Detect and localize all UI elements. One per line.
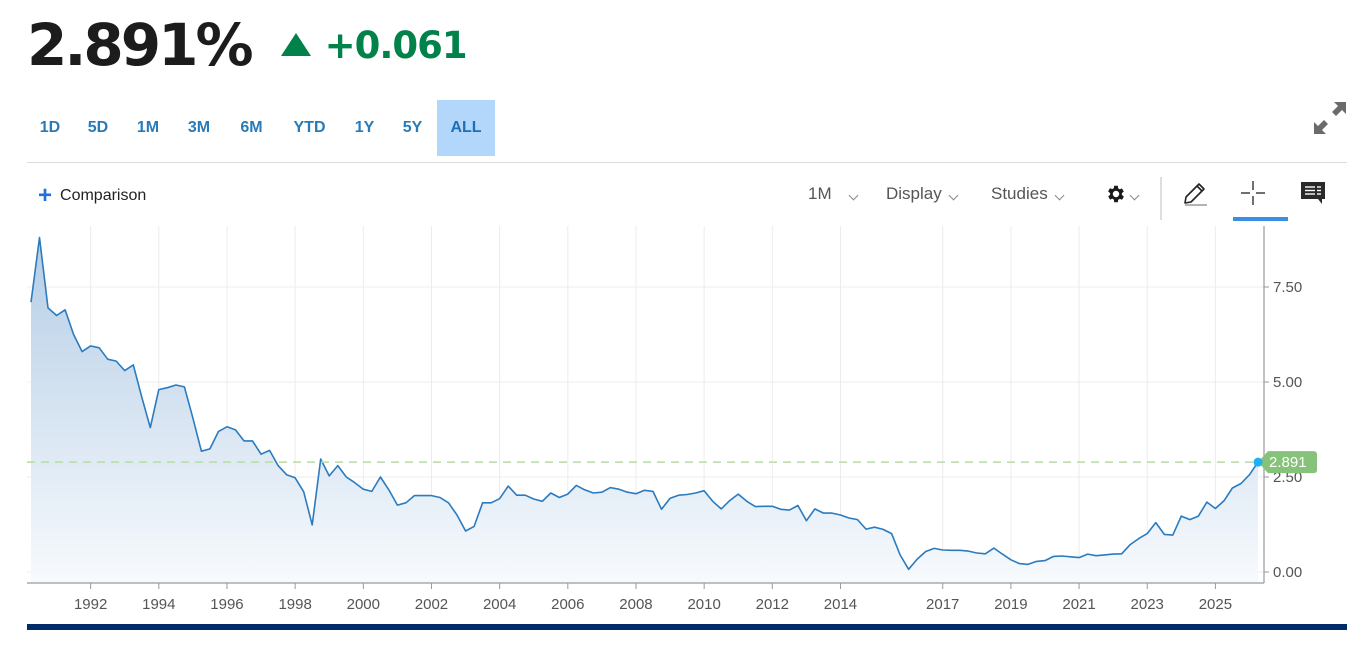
crosshair-tool-button[interactable] xyxy=(1240,180,1266,211)
comment-icon xyxy=(1301,182,1325,204)
range-5d[interactable]: 5D xyxy=(87,119,109,136)
x-tick-label: 2023 xyxy=(1131,596,1164,613)
x-tick-label: 2025 xyxy=(1199,596,1232,613)
header-divider xyxy=(27,162,1347,163)
x-tick-label: 2008 xyxy=(619,596,652,613)
current-yield: 2.891% xyxy=(27,11,254,79)
x-tick-label: 2002 xyxy=(415,596,448,613)
expand-icon[interactable] xyxy=(1312,100,1348,136)
interval-dropdown[interactable]: 1M xyxy=(808,184,859,204)
range-selector: 1D 5D 1M 3M 6M YTD 1Y 5Y ALL xyxy=(27,100,495,156)
range-1y[interactable]: 1Y xyxy=(354,119,375,136)
chart-axes: 0.00 2.50 5.00 7.50 1992 1994 1996 1998 2000 2002… xyxy=(27,226,1302,613)
x-tick-label: 1998 xyxy=(278,596,311,613)
x-tick-label: 1994 xyxy=(142,596,175,613)
plus-icon: + xyxy=(38,182,53,209)
x-tick-label: 2010 xyxy=(687,596,720,613)
x-tick-label: 2006 xyxy=(551,596,584,613)
change-group: +0.061 xyxy=(280,23,468,67)
studies-label: Studies xyxy=(991,184,1048,203)
x-tick-label: 2021 xyxy=(1062,596,1095,613)
last-value-marker: 2.891 xyxy=(1253,451,1317,474)
x-tick-label: 2017 xyxy=(926,596,959,613)
comparison-label: Comparison xyxy=(60,187,147,204)
area-fill xyxy=(31,237,1258,583)
active-tool-indicator xyxy=(1233,217,1288,221)
x-tick-label: 2000 xyxy=(347,596,380,613)
x-tick-label: 2014 xyxy=(824,596,857,613)
y-tick-label: 5.00 xyxy=(1273,374,1302,391)
range-5y[interactable]: 5Y xyxy=(402,119,423,136)
price-line xyxy=(30,236,1259,571)
range-ytd[interactable]: YTD xyxy=(293,119,326,136)
change-value: +0.061 xyxy=(324,23,468,67)
y-tick-label: 2.50 xyxy=(1273,469,1302,486)
x-tick-label: 2004 xyxy=(483,596,516,613)
bottom-bar xyxy=(27,624,1347,630)
display-dropdown[interactable]: Display xyxy=(886,184,959,204)
comments-button[interactable] xyxy=(1300,181,1326,210)
pencil-icon xyxy=(1184,183,1207,206)
range-3m[interactable]: 3M xyxy=(187,119,211,136)
y-tick-label: 0.00 xyxy=(1273,564,1302,581)
draw-tool-button[interactable] xyxy=(1181,179,1209,212)
up-arrow-icon xyxy=(280,32,311,56)
toolbar-separator xyxy=(1160,177,1162,220)
x-tick-label: 2019 xyxy=(994,596,1027,613)
y-tick-label: 7.50 xyxy=(1273,279,1302,296)
range-all[interactable]: ALL xyxy=(437,100,495,156)
x-tick-label: 1992 xyxy=(74,596,107,613)
display-label: Display xyxy=(886,184,942,203)
last-value-label: 2.891 xyxy=(1269,454,1307,471)
interval-label: 1M xyxy=(808,184,832,203)
x-tick-label: 1996 xyxy=(210,596,243,613)
x-tick-label: 2012 xyxy=(756,596,789,613)
crosshair-icon xyxy=(1241,181,1265,205)
range-1d[interactable]: 1D xyxy=(39,119,61,136)
settings-dropdown[interactable] xyxy=(1105,183,1140,205)
studies-dropdown[interactable]: Studies xyxy=(991,184,1065,204)
range-6m[interactable]: 6M xyxy=(240,119,263,136)
gear-icon xyxy=(1108,185,1124,203)
range-1m[interactable]: 1M xyxy=(136,119,160,136)
quote-header: 2.891% +0.061 xyxy=(27,10,468,80)
comparison-button[interactable]: + Comparison xyxy=(38,182,147,209)
